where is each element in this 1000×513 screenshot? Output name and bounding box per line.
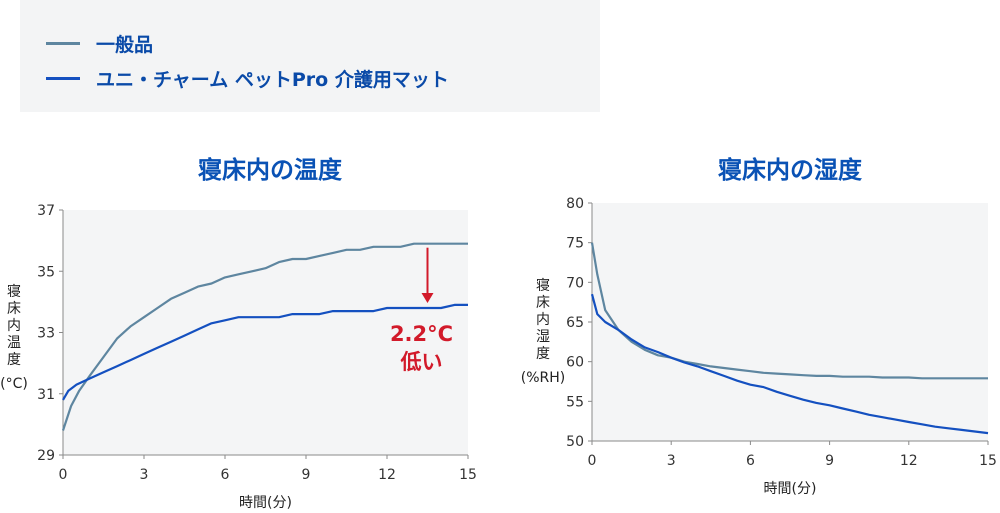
humidity-x-tick-label: 15 <box>979 453 997 469</box>
temperature-y-tick-label: 37 <box>37 203 55 219</box>
temperature-x-tick-label: 0 <box>59 467 68 483</box>
difference-arrow-head <box>421 292 434 303</box>
legend-swatch-unicharm <box>46 76 80 80</box>
temperature-y-tick-label: 29 <box>37 448 55 464</box>
temperature-x-tick-label: 6 <box>221 467 230 483</box>
humidity-x-tick-label: 12 <box>900 453 918 469</box>
humidity-y-axis-title-char: 寝 <box>536 277 550 294</box>
humidity-series-unicharm <box>590 293 989 435</box>
humidity-x-tick-label: 6 <box>746 453 755 469</box>
temperature-y-axis-title-char: 度 <box>7 352 21 368</box>
temperature-y-tick-label: 35 <box>37 264 55 280</box>
temperature-plot-area <box>63 210 468 455</box>
humidity-y-tick-label: 50 <box>566 434 584 450</box>
difference-annotation-value: 2.2°C <box>390 322 453 346</box>
temperature-x-tick-label: 3 <box>140 467 149 483</box>
temperature-y-axis-title-char: 内 <box>7 318 21 334</box>
temperature-x-tick-label: 12 <box>378 467 396 483</box>
humidity-y-tick-label: 80 <box>566 196 584 212</box>
humidity-y-axis-unit: (%RH) <box>521 370 565 386</box>
humidity-plot-area <box>592 203 988 441</box>
legend-label-regular: 一般品 <box>96 33 154 56</box>
difference-annotation-label: 低い <box>400 350 443 374</box>
temperature-y-tick-label: 33 <box>37 326 55 342</box>
humidity-y-axis-title-char: 度 <box>536 346 550 362</box>
legend-swatch-regular <box>46 41 80 45</box>
temperature-x-tick-label: 15 <box>459 467 477 483</box>
humidity-series-regular <box>590 242 988 380</box>
legend-item-regular: 一般品 <box>46 28 153 58</box>
temperature-y-axis-title-char: 寝 <box>7 283 21 300</box>
humidity-y-tick-label: 65 <box>566 315 584 331</box>
temperature-x-tick-label: 9 <box>302 467 311 483</box>
humidity-chart-title: 寝床内の湿度 <box>718 156 862 184</box>
humidity-x-tick-label: 9 <box>825 453 834 469</box>
humidity-y-tick-label: 70 <box>566 275 584 291</box>
legend: 一般品 ユニ・チャーム ペットPro 介護用マット <box>20 0 600 112</box>
temperature-x-axis-title: 時間(分) <box>239 495 292 511</box>
temperature-y-tick-label: 31 <box>37 387 55 403</box>
temperature-series-unicharm <box>62 303 468 401</box>
humidity-y-tick-label: 75 <box>566 236 584 252</box>
temperature-y-axis-title-char: 温 <box>7 335 21 351</box>
humidity-y-tick-label: 60 <box>566 355 584 371</box>
humidity-y-axis-title-char: 内 <box>536 312 550 328</box>
humidity-x-axis-title: 時間(分) <box>764 481 817 497</box>
humidity-x-tick-label: 0 <box>588 453 597 469</box>
temperature-y-axis-unit: (°C) <box>0 376 28 392</box>
legend-item-unicharm: ユニ・チャーム ペットPro 介護用マット <box>46 63 449 93</box>
humidity-x-tick-label: 3 <box>667 453 676 469</box>
humidity-y-tick-label: 55 <box>566 394 584 410</box>
legend-label-unicharm: ユニ・チャーム ペットPro 介護用マット <box>96 68 449 91</box>
temperature-series-regular <box>61 242 468 431</box>
humidity-y-axis-title-char: 床 <box>536 295 550 311</box>
humidity-y-axis-title-char: 湿 <box>536 329 550 345</box>
temperature-chart-title: 寝床内の温度 <box>198 156 342 184</box>
temperature-y-axis-title-char: 床 <box>7 301 21 317</box>
